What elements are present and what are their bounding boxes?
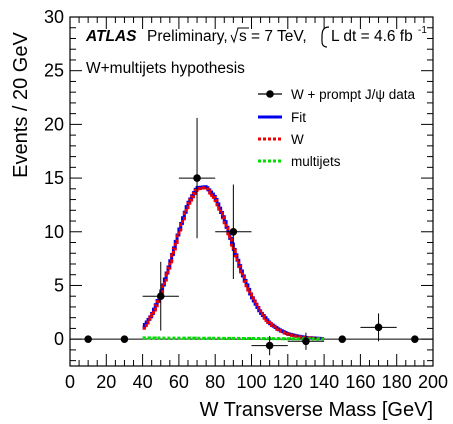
lumi-label: L dt = 4.6 fb xyxy=(331,28,413,45)
data-marker xyxy=(84,335,92,343)
data-points xyxy=(84,117,419,356)
data-marker xyxy=(302,337,310,346)
x-tick-label: 60 xyxy=(169,372,189,392)
x-tick-label: 100 xyxy=(236,372,266,392)
y-tick-label: 15 xyxy=(44,168,64,188)
y-tick-label: 30 xyxy=(44,7,64,27)
data-point xyxy=(338,335,347,343)
x-tick-label: 120 xyxy=(273,372,303,392)
sqrt-symbol xyxy=(230,27,249,44)
legend-entry-fit: Fit xyxy=(258,110,306,125)
x-tick-label: 0 xyxy=(65,372,75,392)
data-marker xyxy=(338,335,347,343)
data-marker xyxy=(120,335,129,343)
data-marker xyxy=(229,227,238,236)
x-tick-label: 180 xyxy=(382,372,412,392)
legend: W + prompt J/ψ data Fit W multijets xyxy=(258,87,416,169)
legend-entry-data: W + prompt J/ψ data xyxy=(258,87,416,102)
y-tick-label: 5 xyxy=(54,275,64,295)
x-tick-label: 80 xyxy=(205,372,225,392)
legend-entry-w: W xyxy=(258,132,304,147)
data-point xyxy=(411,335,419,343)
atlas-label: ATLAS xyxy=(85,28,137,45)
y-tick-label: 10 xyxy=(44,222,64,242)
legend-entry-multijets: multijets xyxy=(258,154,341,169)
data-point xyxy=(142,261,179,331)
x-tick-label: 20 xyxy=(96,372,116,392)
x-tick-label: 40 xyxy=(133,372,153,392)
data-marker xyxy=(193,174,201,182)
energy-label: s = 7 TeV, xyxy=(239,28,307,45)
x-tick-label: 200 xyxy=(418,372,448,392)
data-point xyxy=(287,332,325,350)
curve-multijets xyxy=(142,336,325,341)
y-tick-label: 25 xyxy=(44,61,64,81)
y-axis-title: Events / 20 GeV xyxy=(10,32,32,178)
data-marker xyxy=(411,335,419,343)
y-tick-label: 20 xyxy=(44,114,64,134)
svg-text:multijets: multijets xyxy=(291,154,341,169)
hypothesis-label: W+multijets hypothesis xyxy=(86,60,245,77)
y-tick-label: 0 xyxy=(54,329,64,349)
preliminary-label: Preliminary, xyxy=(147,28,228,45)
integral-symbol xyxy=(321,26,330,48)
data-marker xyxy=(265,341,274,350)
svg-text:W: W xyxy=(291,132,304,147)
data-point xyxy=(120,335,129,343)
data-point xyxy=(84,335,92,343)
data-point xyxy=(215,184,252,280)
data-marker xyxy=(156,292,165,301)
data-point xyxy=(251,335,288,356)
axis-tick-labels: 0 20 40 60 80 100 120 140 160 180 200 0 5 10 15 20 25 30 xyxy=(44,7,448,392)
x-tick-label: 140 xyxy=(309,372,339,392)
svg-text:W + prompt J/ψ data: W + prompt J/ψ data xyxy=(291,87,416,102)
x-tick-label: 160 xyxy=(345,372,375,392)
x-axis-title: W Transverse Mass [GeV] xyxy=(200,399,433,421)
lumi-exponent: -1 xyxy=(418,25,427,36)
svg-text:Fit: Fit xyxy=(291,110,306,125)
data-point xyxy=(360,313,397,342)
data-marker xyxy=(374,323,383,332)
axis-ticks xyxy=(69,16,434,366)
data-point xyxy=(178,117,216,239)
